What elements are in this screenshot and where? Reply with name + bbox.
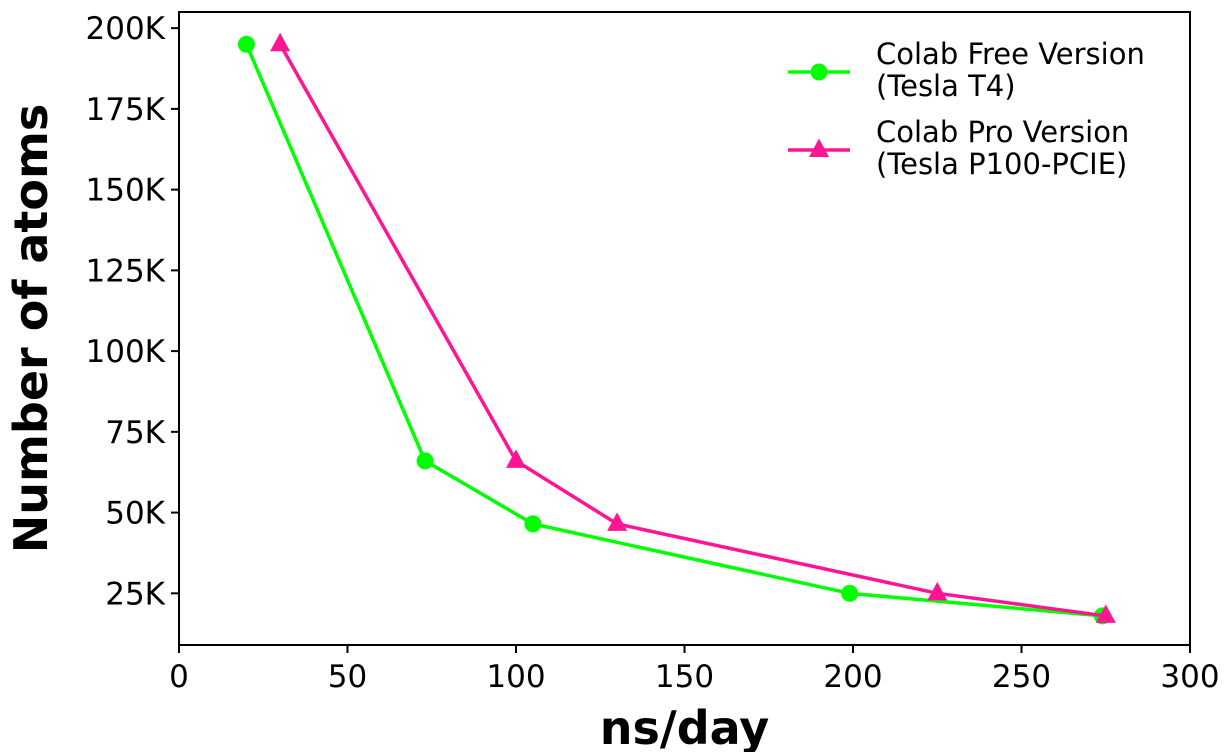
y-tick-label: 150K: [86, 173, 166, 209]
legend-label: (Tesla P100-PCIE): [876, 147, 1127, 181]
legend-label: (Tesla T4): [876, 69, 1016, 103]
y-tick-label: 175K: [86, 92, 166, 128]
legend-label: Colab Free Version: [876, 37, 1145, 71]
legend: Colab Free Version(Tesla T4) Colab Pro Ve…: [788, 37, 1145, 181]
x-tick-label: 0: [169, 659, 189, 695]
y-tick-label: 75K: [105, 415, 165, 451]
x-axis: 0 50 100 150 200 250 300: [169, 645, 1220, 695]
x-tick-label: 50: [328, 659, 367, 695]
y-axis-title: Number of atoms: [4, 104, 58, 554]
legend-swatch-marker: [809, 138, 829, 157]
y-tick-label: 50K: [105, 496, 165, 532]
legend-item: Colab Free Version(Tesla T4): [788, 37, 1145, 103]
legend-item: Colab Pro Version(Tesla P100-PCIE): [788, 115, 1129, 181]
y-tick-label: 25K: [105, 576, 165, 612]
x-tick-label: 150: [655, 659, 714, 695]
data-point-marker: [841, 584, 859, 602]
data-point-marker: [270, 32, 291, 52]
data-point-marker: [927, 581, 948, 601]
data-point-marker: [416, 452, 434, 470]
data-point-marker: [506, 449, 526, 468]
data-point-marker: [1095, 604, 1116, 623]
y-axis: 25K 50K 75K 100K 125K 150K 175K 200K: [86, 11, 179, 612]
x-axis-title: ns/day: [600, 701, 769, 752]
y-tick-label: 200K: [86, 11, 166, 47]
series-2: [270, 32, 1116, 623]
y-tick-label: 100K: [86, 334, 166, 370]
data-point-marker: [524, 515, 542, 533]
x-tick-label: 100: [486, 659, 545, 695]
x-tick-label: 300: [1160, 659, 1219, 695]
data-point-marker: [237, 35, 255, 53]
series-layer: [237, 32, 1116, 625]
x-tick-label: 250: [992, 659, 1051, 695]
x-tick-label: 200: [823, 659, 882, 695]
y-tick-label: 125K: [86, 253, 166, 289]
legend-label: Colab Pro Version: [876, 115, 1129, 149]
data-point-marker: [607, 512, 628, 531]
legend-swatch-marker: [810, 63, 828, 81]
